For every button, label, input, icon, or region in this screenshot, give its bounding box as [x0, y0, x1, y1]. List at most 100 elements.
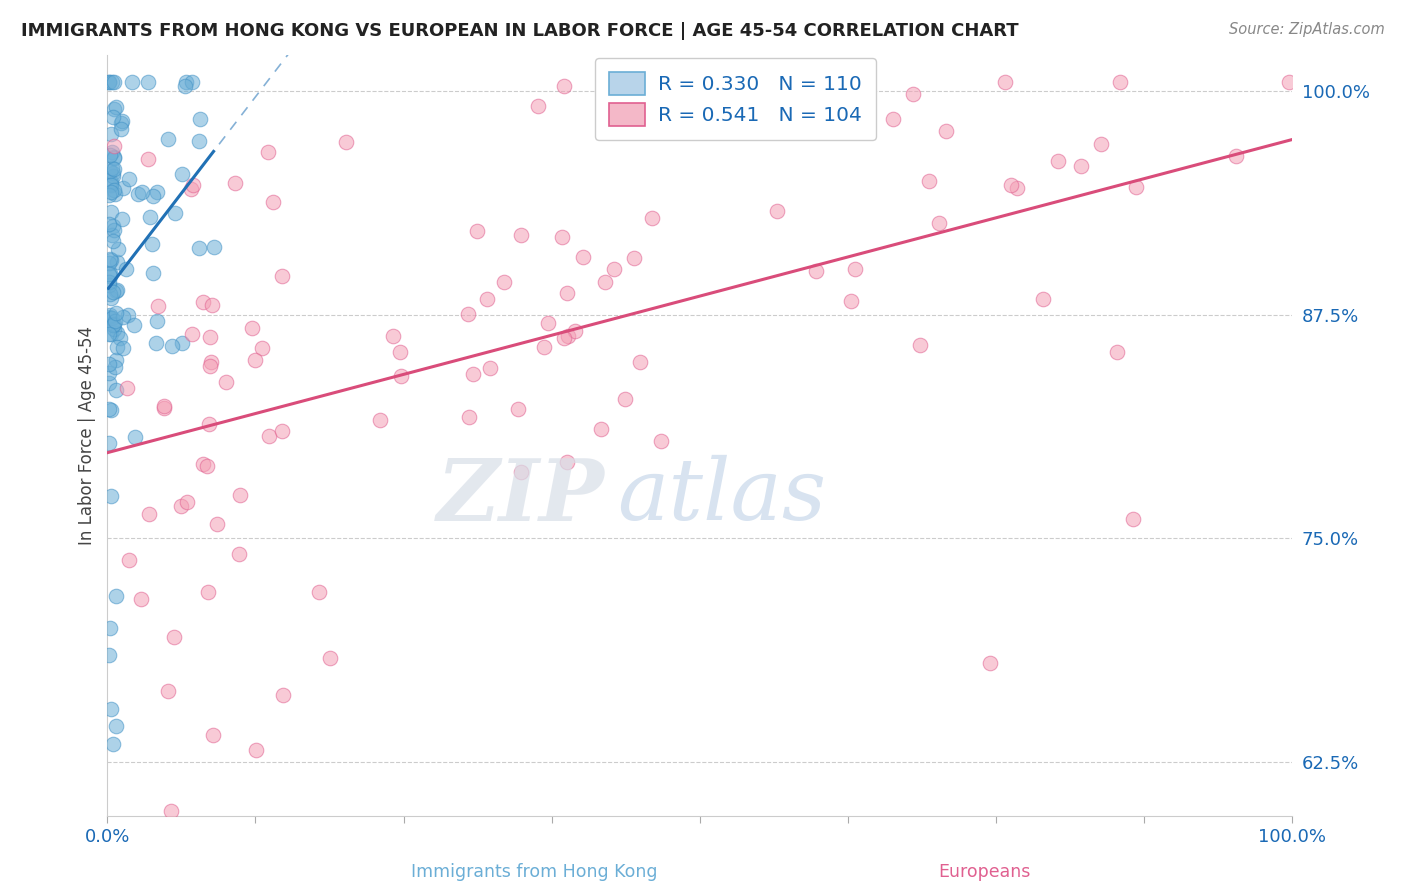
- Point: [176, 494, 198, 508]
- Point: [197, 459, 219, 474]
- Point: [104, 589, 127, 603]
- Point: [138, 507, 160, 521]
- Point: [105, 719, 128, 733]
- Point: [104, 313, 127, 327]
- Point: [200, 354, 222, 368]
- Point: [368, 413, 391, 427]
- Point: [229, 488, 252, 502]
- Point: [839, 294, 862, 309]
- Point: [105, 326, 128, 340]
- Point: [180, 326, 202, 341]
- Point: [142, 188, 165, 202]
- Point: [188, 242, 211, 256]
- Point: [104, 100, 127, 114]
- Point: [100, 252, 122, 267]
- Point: [104, 284, 127, 298]
- Point: [1125, 180, 1147, 194]
- Point: [114, 262, 136, 277]
- Point: [97, 75, 120, 89]
- Point: [170, 499, 193, 513]
- Point: [564, 324, 586, 338]
- Point: [935, 124, 957, 138]
- Point: [105, 254, 128, 268]
- Point: [101, 737, 124, 751]
- Point: [110, 122, 132, 136]
- Point: [118, 553, 141, 567]
- Point: [98, 311, 121, 326]
- Y-axis label: In Labor Force | Age 45-54: In Labor Force | Age 45-54: [79, 326, 96, 545]
- Point: [619, 75, 641, 89]
- Text: atlas: atlas: [617, 455, 825, 538]
- Point: [603, 261, 626, 276]
- Point: [1278, 75, 1301, 89]
- Point: [160, 339, 183, 353]
- Point: [127, 187, 149, 202]
- Point: [1032, 292, 1054, 306]
- Point: [122, 318, 145, 333]
- Point: [98, 269, 121, 284]
- Point: [173, 79, 195, 94]
- Point: [103, 186, 125, 201]
- Point: [174, 75, 197, 89]
- Point: [172, 336, 194, 351]
- Point: [928, 217, 950, 231]
- Point: [165, 205, 187, 219]
- Point: [389, 344, 412, 359]
- Point: [104, 306, 127, 320]
- Point: [250, 341, 273, 355]
- Point: [527, 99, 550, 113]
- Point: [98, 648, 121, 662]
- Point: [108, 331, 131, 345]
- Point: [101, 310, 124, 325]
- Point: [650, 434, 672, 448]
- Point: [131, 839, 153, 854]
- Point: [98, 164, 121, 178]
- Point: [641, 211, 664, 226]
- Point: [98, 267, 121, 281]
- Point: [100, 701, 122, 715]
- Point: [243, 353, 266, 368]
- Point: [201, 298, 224, 312]
- Point: [136, 75, 159, 89]
- Point: [129, 591, 152, 606]
- Point: [319, 651, 342, 665]
- Point: [844, 262, 866, 277]
- Point: [111, 212, 134, 227]
- Point: [139, 210, 162, 224]
- Point: [103, 139, 125, 153]
- Text: Source: ZipAtlas.com: Source: ZipAtlas.com: [1229, 22, 1385, 37]
- Point: [152, 401, 174, 415]
- Point: [180, 182, 202, 196]
- Point: [101, 161, 124, 176]
- Point: [202, 240, 225, 254]
- Point: [804, 263, 827, 277]
- Point: [533, 340, 555, 354]
- Point: [101, 145, 124, 160]
- Point: [1090, 137, 1112, 152]
- Point: [271, 424, 294, 438]
- Point: [1122, 512, 1144, 526]
- Point: [111, 310, 134, 324]
- Point: [112, 180, 135, 194]
- Point: [591, 422, 613, 436]
- Point: [510, 465, 533, 479]
- Point: [101, 169, 124, 183]
- Point: [112, 341, 135, 355]
- Point: [100, 127, 122, 141]
- Point: [215, 375, 238, 389]
- Point: [457, 307, 479, 321]
- Point: [100, 326, 122, 341]
- Point: [115, 381, 138, 395]
- Point: [257, 145, 280, 160]
- Point: [97, 326, 120, 341]
- Point: [153, 399, 176, 413]
- Point: [103, 75, 125, 89]
- Point: [901, 87, 924, 102]
- Point: [1105, 345, 1128, 359]
- Point: [98, 252, 121, 266]
- Point: [557, 455, 579, 469]
- Point: [257, 429, 280, 443]
- Point: [97, 402, 120, 417]
- Point: [103, 162, 125, 177]
- Point: [101, 111, 124, 125]
